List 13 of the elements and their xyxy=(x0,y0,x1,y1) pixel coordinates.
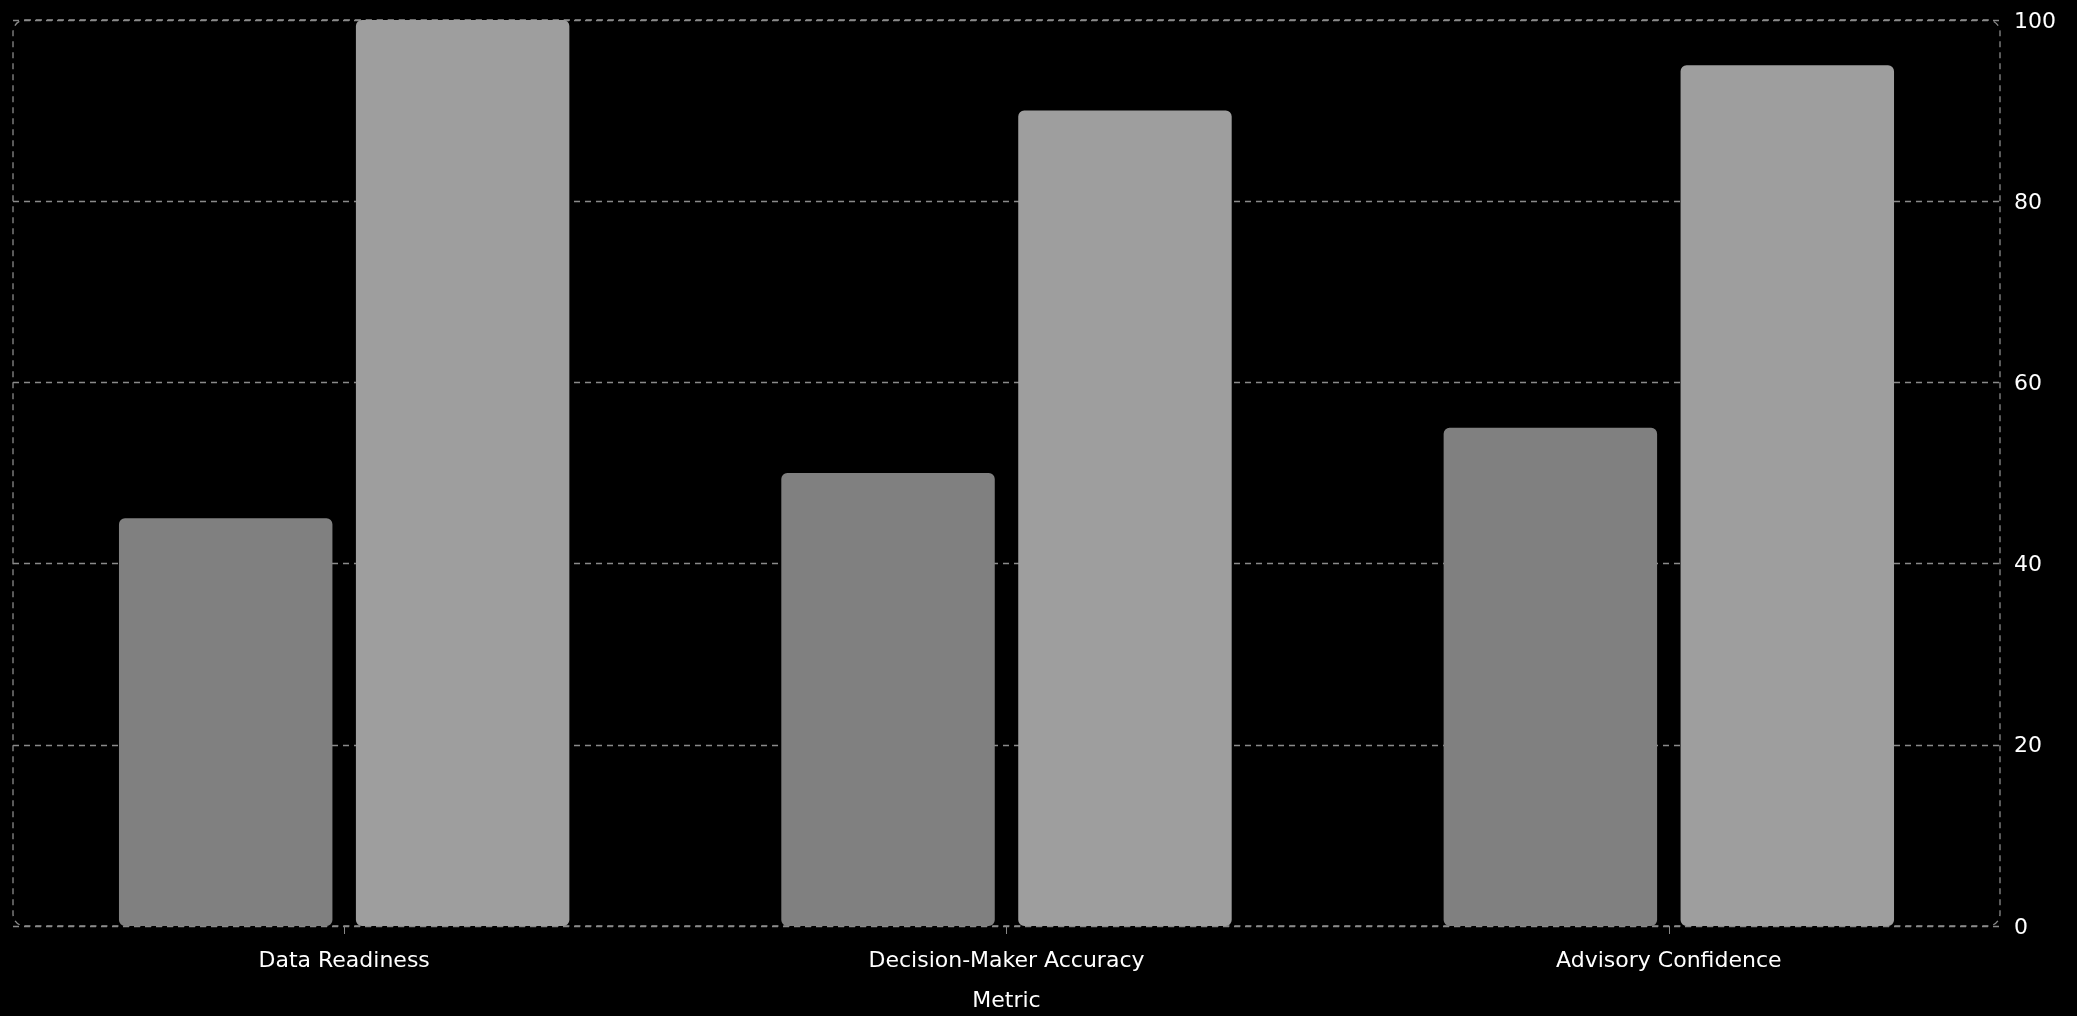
y-tick-label: 60 xyxy=(2014,369,2042,395)
y-tick-label: 0 xyxy=(2014,913,2028,939)
y-tick-label: 20 xyxy=(2014,732,2042,758)
x-tick-label: Data Readiness xyxy=(258,946,430,972)
bar xyxy=(1680,65,1895,926)
y-tick-label: 40 xyxy=(2014,551,2042,577)
x-axis-title: Metric xyxy=(972,986,1041,1012)
bar xyxy=(1018,110,1232,926)
x-tick-label: Advisory Confidence xyxy=(1556,946,1782,972)
y-tick-label: 100 xyxy=(2014,7,2056,33)
bar xyxy=(355,20,570,926)
y-tick-label: 80 xyxy=(2014,188,2042,214)
x-tick-label: Decision-Maker Accuracy xyxy=(868,946,1145,972)
